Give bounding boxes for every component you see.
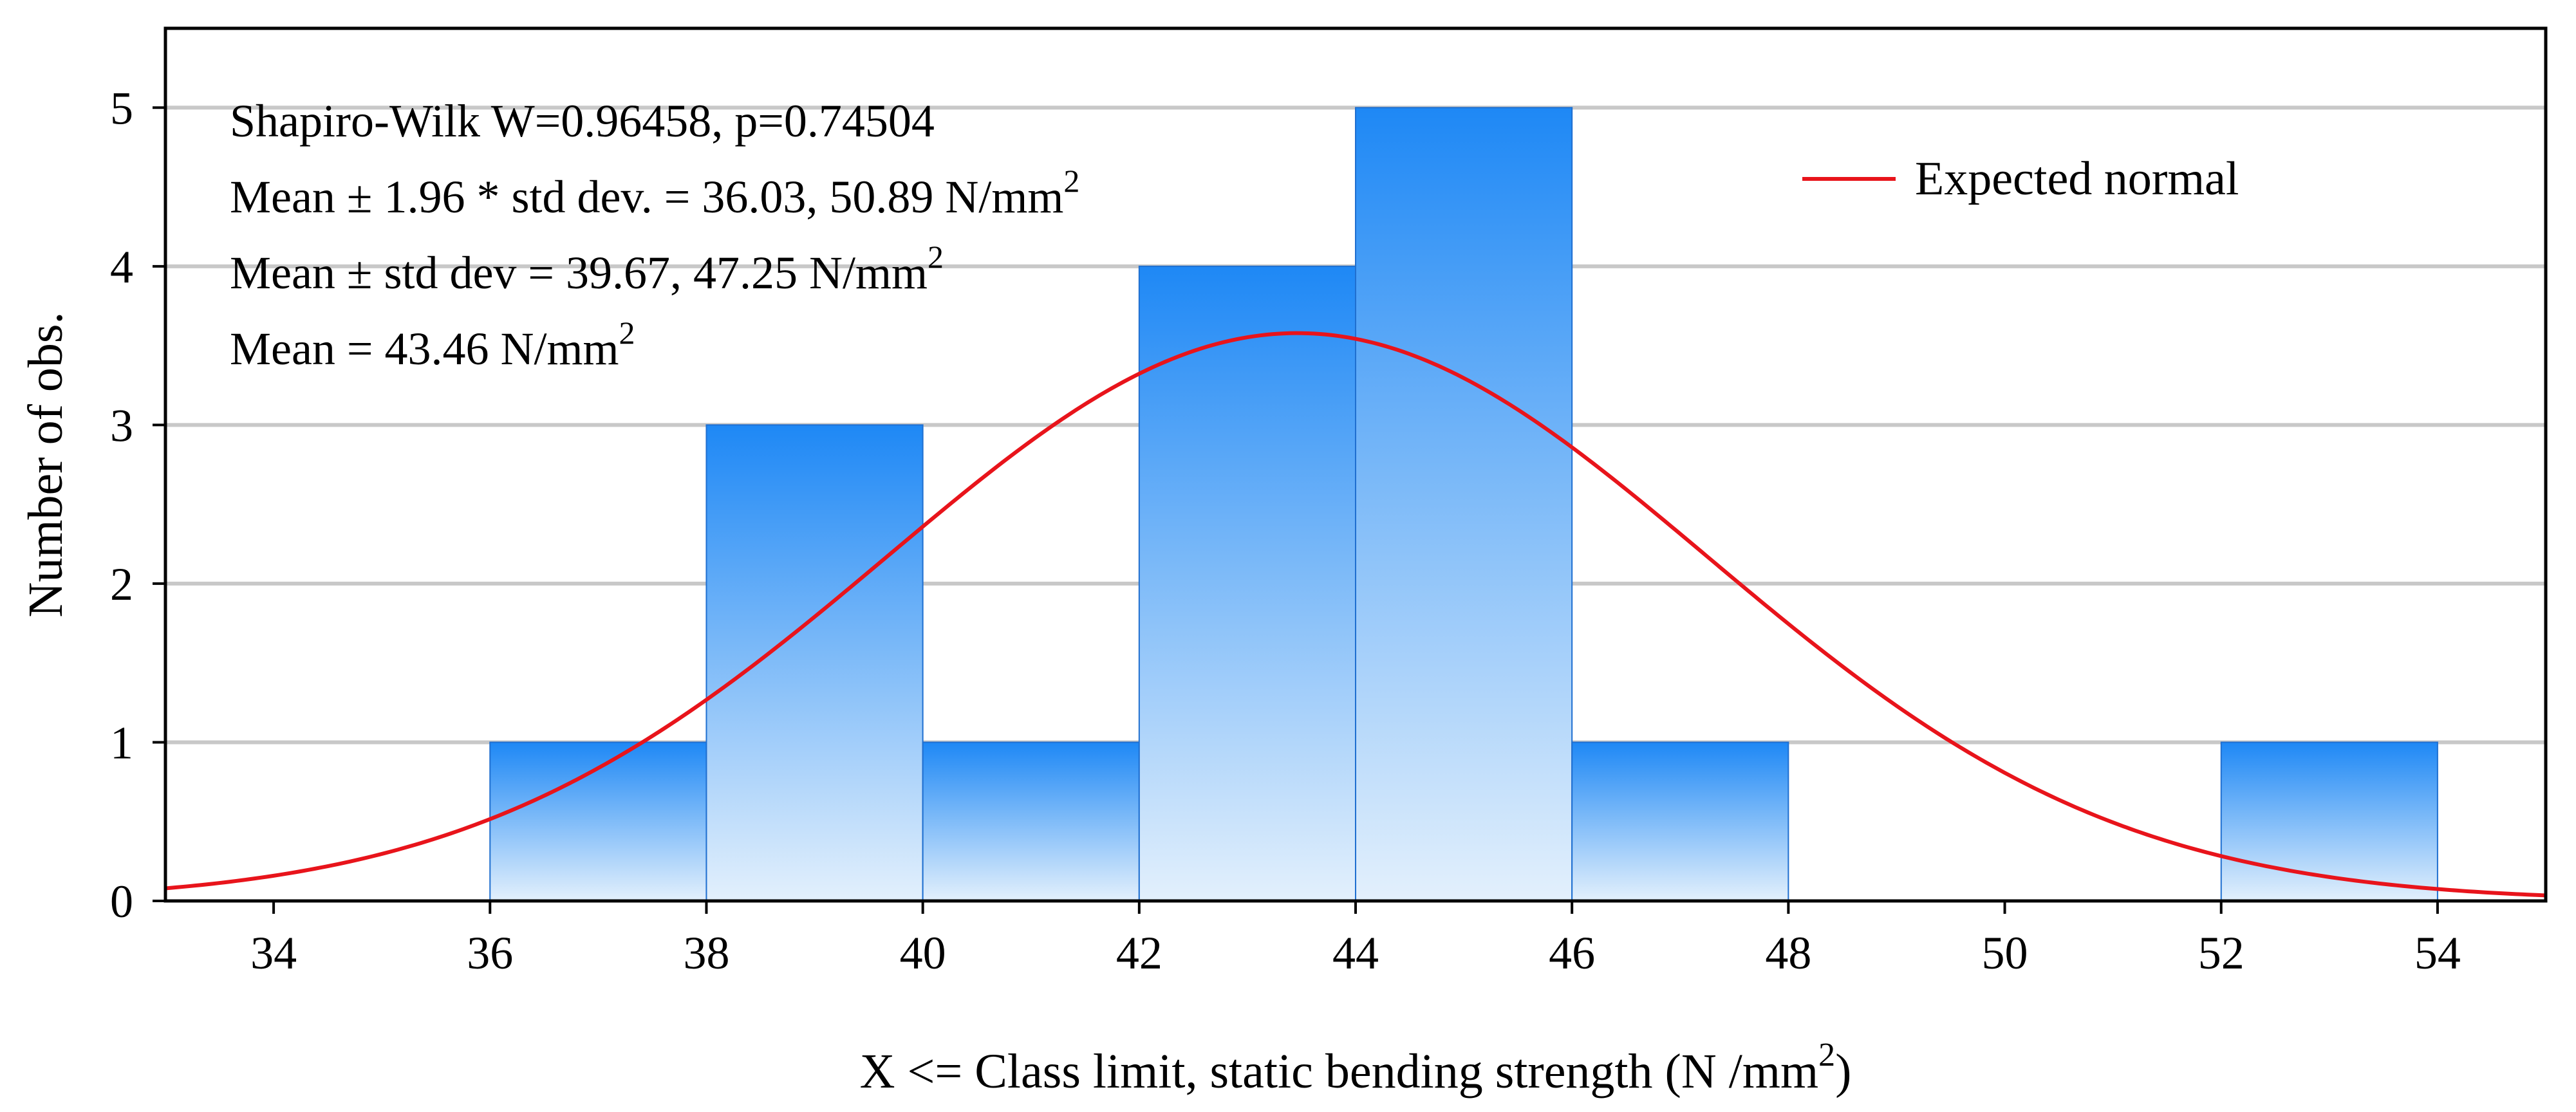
annotation-mean: Mean = 43.46 N/mm2 bbox=[230, 315, 635, 375]
bar-42-44 bbox=[1138, 265, 1357, 902]
annotation-mean-1-96-std: Mean ± 1.96 * std dev. = 36.03, 50.89 N/… bbox=[230, 163, 1079, 223]
x-tick-label-44: 44 bbox=[1332, 927, 1379, 979]
y-tick-label-2: 2 bbox=[110, 559, 133, 610]
legend-label-expected-normal: Expected normal bbox=[1915, 153, 2239, 205]
annotation-mean-std: Mean ± std dev = 39.67, 47.25 N/mm2 bbox=[230, 239, 944, 299]
y-tick-label-4: 4 bbox=[110, 241, 133, 293]
x-tick-label-40: 40 bbox=[900, 927, 946, 979]
legend: Expected normal bbox=[1802, 153, 2239, 205]
bar-40-42 bbox=[922, 741, 1140, 902]
y-tick-label-5: 5 bbox=[110, 82, 133, 134]
expected-normal-curve bbox=[165, 331, 2546, 898]
y-tick-label-1: 1 bbox=[110, 717, 133, 768]
statistics-annotations: Shapiro-Wilk W=0.96458, p=0.74504 Mean ±… bbox=[230, 95, 1079, 375]
bar-52-54 bbox=[2220, 741, 2438, 902]
bar-44-46 bbox=[1355, 107, 1573, 902]
y-tick-label-0: 0 bbox=[110, 876, 133, 927]
bar-38-40 bbox=[705, 424, 924, 902]
x-tick-label-54: 54 bbox=[2414, 927, 2461, 979]
bar-46-48 bbox=[1571, 741, 1789, 902]
histogram-bars bbox=[489, 107, 2438, 902]
x-tick-label-50: 50 bbox=[1982, 927, 2028, 979]
normal-curve-layer bbox=[165, 331, 2546, 898]
x-tick-label-36: 36 bbox=[467, 927, 513, 979]
y-tick-label-3: 3 bbox=[110, 400, 133, 451]
x-tick-label-42: 42 bbox=[1116, 927, 1162, 979]
x-tick-label-52: 52 bbox=[2198, 927, 2245, 979]
x-tick-label-46: 46 bbox=[1549, 927, 1595, 979]
x-tick-label-38: 38 bbox=[683, 927, 729, 979]
annotation-shapiro-wilk: Shapiro-Wilk W=0.96458, p=0.74504 bbox=[230, 95, 935, 147]
x-tick-label-34: 34 bbox=[250, 927, 297, 979]
x-axis: 34 36 38 40 42 44 46 48 50 52 54 bbox=[250, 901, 2461, 979]
y-axis: 0 1 2 3 4 5 bbox=[110, 82, 165, 927]
x-tick-label-48: 48 bbox=[1765, 927, 1811, 979]
y-axis-title: Number of obs. bbox=[19, 312, 73, 618]
x-axis-title: X <= Class limit, static bending strengt… bbox=[860, 1037, 1852, 1098]
